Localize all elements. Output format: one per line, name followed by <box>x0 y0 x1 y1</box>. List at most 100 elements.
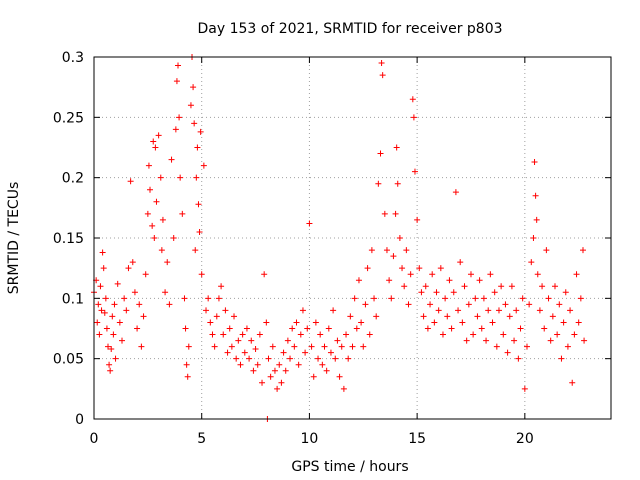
data-point <box>409 96 416 103</box>
data-point <box>442 295 449 302</box>
data-point <box>110 331 117 338</box>
data-point <box>191 120 198 127</box>
data-point <box>478 325 485 332</box>
data-point <box>411 168 418 175</box>
data-point <box>182 325 189 332</box>
data-point <box>241 349 248 356</box>
data-point <box>450 289 457 296</box>
data-point <box>362 301 369 308</box>
data-point <box>158 247 165 254</box>
y-axis-title: SRMTID / TECUs <box>6 182 22 295</box>
data-point <box>121 295 128 302</box>
data-point <box>493 343 500 350</box>
grid-lines <box>94 57 611 419</box>
data-point <box>144 210 151 217</box>
data-point <box>195 201 202 208</box>
data-point <box>461 283 468 290</box>
y-tick-label: 0.1 <box>62 291 84 307</box>
data-point <box>101 309 108 316</box>
data-point <box>539 283 546 290</box>
data-point <box>127 178 134 185</box>
data-point <box>207 319 214 326</box>
data-point <box>220 331 227 338</box>
data-point <box>377 150 384 157</box>
data-point <box>116 319 123 326</box>
data-point <box>435 307 442 314</box>
data-point <box>533 216 540 223</box>
data-point <box>347 313 354 320</box>
data-point <box>306 220 313 227</box>
data-point <box>267 373 274 380</box>
data-point <box>511 337 518 344</box>
y-tick-label: 0.25 <box>53 110 84 126</box>
data-point <box>185 343 192 350</box>
data-point <box>562 289 569 296</box>
data-point <box>431 319 438 326</box>
data-point <box>152 144 159 151</box>
data-point <box>330 307 337 314</box>
data-point <box>368 247 375 254</box>
data-point <box>278 379 285 386</box>
data-point <box>108 346 115 353</box>
data-point <box>526 301 533 308</box>
data-point <box>181 295 188 302</box>
data-point <box>224 349 231 356</box>
data-point <box>547 337 554 344</box>
data-point <box>321 343 328 350</box>
data-point <box>172 126 179 133</box>
data-point <box>569 379 576 386</box>
tick-labels: 0 0.05 0.1 0.15 0.2 0.25 0.3 0 5 10 15 20 <box>53 50 534 447</box>
data-point <box>153 198 160 205</box>
data-point <box>581 337 588 344</box>
data-point <box>159 216 166 223</box>
data-point <box>107 367 114 374</box>
data-point <box>166 301 173 308</box>
data-point <box>302 349 309 356</box>
data-point <box>263 319 270 326</box>
data-point <box>364 265 371 272</box>
data-point <box>317 331 324 338</box>
data-point <box>168 156 175 163</box>
data-point <box>233 355 240 362</box>
data-point <box>175 62 182 69</box>
data-point <box>515 355 522 362</box>
data-point <box>289 325 296 332</box>
data-point <box>446 277 453 284</box>
x-axis-title: GPS time / hours <box>291 459 408 475</box>
x-tick-label: 15 <box>408 431 426 447</box>
data-point <box>198 271 205 278</box>
data-point <box>427 301 434 308</box>
data-point <box>192 247 199 254</box>
data-point <box>517 325 524 332</box>
data-point <box>308 343 315 350</box>
data-point <box>319 361 326 368</box>
data-point <box>459 319 466 326</box>
data-point <box>508 283 515 290</box>
data-point <box>338 343 345 350</box>
data-point <box>452 189 459 196</box>
data-point <box>536 307 543 314</box>
data-point <box>269 343 276 350</box>
data-point <box>276 361 283 368</box>
data-point <box>531 158 538 165</box>
data-point <box>577 295 584 302</box>
data-point <box>243 325 250 332</box>
data-point <box>558 355 565 362</box>
data-point <box>483 337 490 344</box>
data-point <box>97 283 104 290</box>
data-point <box>304 325 311 332</box>
data-point <box>336 373 343 380</box>
data-point <box>523 343 530 350</box>
data-point <box>394 180 401 187</box>
data-point <box>390 253 397 260</box>
data-point <box>513 307 520 314</box>
y-tick-label: 0.3 <box>62 50 84 66</box>
data-point <box>345 355 352 362</box>
data-point <box>265 355 272 362</box>
data-point <box>498 283 505 290</box>
data-point <box>140 313 147 320</box>
data-point <box>200 162 207 169</box>
data-point <box>218 283 225 290</box>
data-point <box>138 343 145 350</box>
data-point <box>291 343 298 350</box>
